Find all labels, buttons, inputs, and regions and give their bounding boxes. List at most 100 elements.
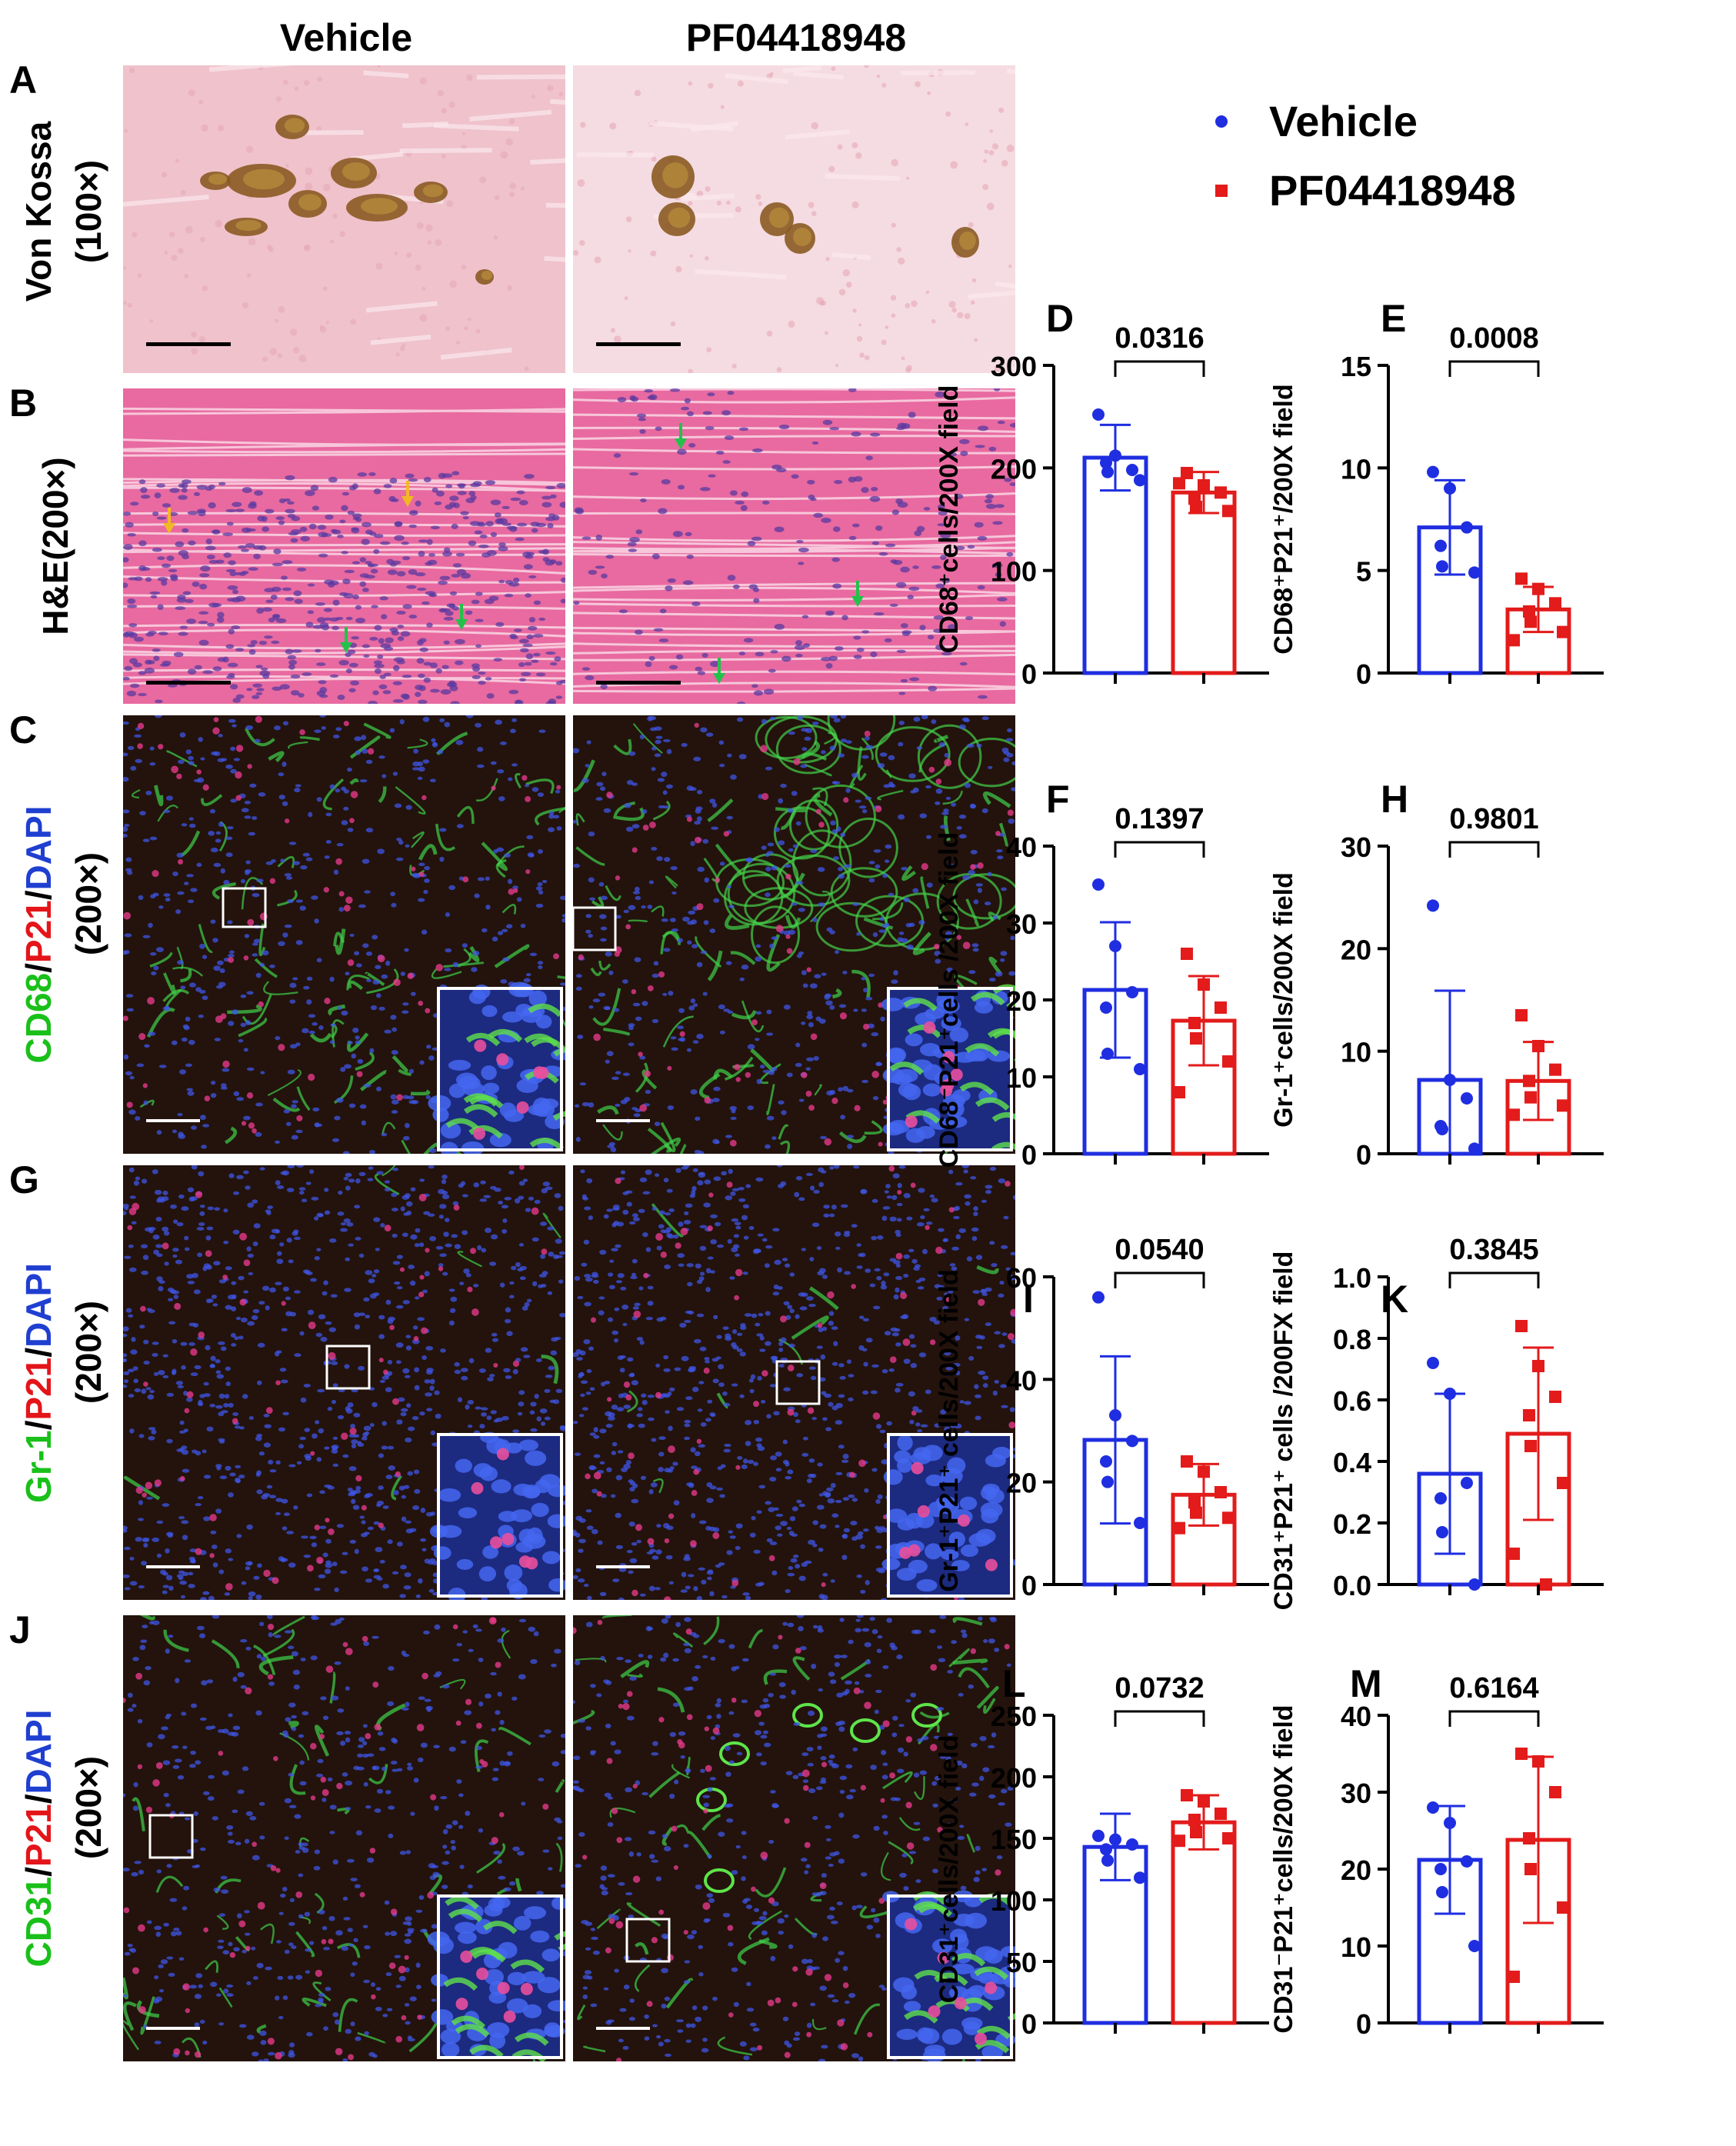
y-axis-label: CD31⁻P21⁺cells/200X field (1269, 1704, 1298, 2033)
data-point (1436, 560, 1448, 572)
y-tick-label: 300 (991, 351, 1037, 382)
y-tick-label: 50 (1006, 1947, 1037, 1978)
y-tick-label: 0 (1021, 658, 1037, 690)
row-label-part: P21 (18, 1357, 58, 1420)
data-point (1532, 1755, 1544, 1768)
data-point (1532, 1040, 1544, 1052)
data-point (1461, 1855, 1473, 1868)
data-point (1181, 1455, 1193, 1468)
row-label-part: DAPI (18, 1263, 58, 1348)
row-label-j: CD31/P21/DAPI (18, 1710, 59, 1968)
data-point (1427, 466, 1439, 478)
data-point (1515, 1009, 1528, 1021)
y-tick-label: 5 (1356, 556, 1371, 588)
data-point (1524, 615, 1537, 628)
data-point (1444, 1388, 1456, 1400)
data-point (1436, 1123, 1448, 1135)
y-tick-label: 30 (1341, 1778, 1371, 1809)
micrograph-c-vehicle (123, 715, 565, 1154)
y-axis-label: CD31⁺cells/200X field (935, 1735, 964, 2004)
y-tick-label: 0 (1021, 1570, 1037, 1601)
data-point (1540, 1578, 1552, 1591)
data-point (1101, 1476, 1114, 1488)
y-tick-label: 0 (1021, 1139, 1037, 1171)
data-point (1134, 1871, 1146, 1884)
row-label-part: / (18, 890, 58, 900)
data-point (1549, 1391, 1561, 1403)
panel-letter-j: J (9, 1608, 31, 1652)
significance-bracket (1450, 1711, 1538, 1727)
row-label-magnification-g: (200×) (68, 1300, 109, 1403)
data-point (1100, 1001, 1112, 1014)
significance-bracket (1115, 842, 1204, 858)
data-point (1549, 597, 1561, 609)
data-point (1508, 1108, 1520, 1121)
data-point (1508, 1548, 1520, 1560)
panel-letter-g: G (9, 1158, 39, 1202)
data-point (1468, 1578, 1481, 1591)
legend-pf-marker (1215, 185, 1228, 197)
data-point (1101, 1048, 1114, 1060)
data-point (1188, 1814, 1201, 1826)
y-tick-label: 15 (1341, 351, 1371, 382)
data-point (1524, 1863, 1537, 1875)
y-tick-label: 30 (1006, 908, 1037, 940)
row-label-c: CD68/P21/DAPI (18, 806, 59, 1064)
data-point (1092, 1291, 1105, 1304)
p-value-label: 0.3845 (1449, 1234, 1538, 1266)
data-point (1434, 1492, 1447, 1505)
data-point (1557, 626, 1569, 638)
data-point (1461, 522, 1473, 534)
y-tick-label: 20 (1006, 985, 1037, 1017)
significance-bracket (1115, 1711, 1204, 1727)
row-label-part: / (18, 1867, 58, 1877)
data-point (1126, 986, 1138, 998)
row-label-part: Gr-1 (18, 1430, 58, 1503)
data-point (1461, 1092, 1473, 1105)
data-point (1109, 1409, 1121, 1421)
data-point (1523, 1832, 1535, 1844)
p-value-label: 0.0732 (1115, 1672, 1204, 1704)
row-label-b: H&E(200×) (35, 457, 76, 635)
p-value-label: 0.1397 (1115, 803, 1204, 835)
data-point (1181, 1789, 1193, 1801)
data-point (1092, 1830, 1105, 1842)
legend-vehicle-label: Vehicle (1269, 96, 1418, 146)
y-axis-label: CD31⁺P21⁺ cells /200FX field (1269, 1251, 1298, 1611)
p-value-label: 0.0540 (1115, 1234, 1204, 1266)
data-point (1173, 1834, 1185, 1847)
data-point (1468, 1940, 1481, 1952)
data-point (1468, 1142, 1481, 1155)
significance-bracket (1115, 362, 1204, 377)
row-label-magnification-c: (200×) (68, 852, 109, 955)
data-point (1181, 948, 1193, 960)
y-tick-label: 30 (1341, 831, 1371, 863)
data-point (1427, 1801, 1439, 1814)
y-tick-label: 10 (1341, 453, 1371, 485)
row-label-part: / (18, 1420, 58, 1430)
p-value-label: 0.6164 (1449, 1672, 1538, 1704)
data-point (1515, 1320, 1528, 1332)
data-point (1134, 474, 1146, 486)
y-tick-label: 0 (1356, 2008, 1371, 2040)
panel-letter-h: H (1381, 777, 1408, 821)
data-point (1444, 482, 1456, 495)
data-point (1549, 1064, 1561, 1076)
data-point (1523, 1409, 1535, 1421)
data-point (1434, 1863, 1447, 1875)
data-point (1173, 1086, 1185, 1098)
panel-letter-b: B (9, 381, 37, 425)
data-point (1126, 464, 1138, 476)
data-point (1468, 566, 1481, 578)
row-label-part: / (18, 1794, 58, 1804)
y-axis-label: Gr-1⁺P21⁺ cells/200X field (935, 1269, 964, 1592)
data-point (1508, 1971, 1520, 1983)
legend-pf-label: PF04418948 (1269, 165, 1516, 215)
y-tick-label: 0.8 (1333, 1324, 1371, 1355)
data-point (1436, 1886, 1448, 1898)
data-point (1101, 1854, 1114, 1867)
row-label-part: DAPI (18, 1710, 58, 1794)
y-tick-label: 100 (991, 556, 1037, 588)
y-tick-label: 10 (1341, 1037, 1371, 1068)
